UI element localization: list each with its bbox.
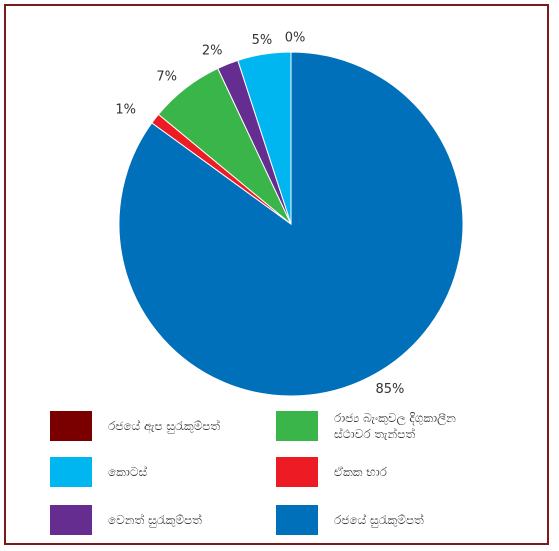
pie-slice-label: 7%	[156, 70, 177, 85]
pie-labels: 85% 1% 7% 2% 5% 0%	[115, 31, 404, 398]
pie-slice-label: 0%	[285, 31, 306, 46]
pie-slices	[118, 51, 464, 397]
pie-slice	[237, 51, 292, 225]
pie-slice-label: 85%	[375, 382, 404, 397]
pie-slice-label: 5%	[252, 33, 273, 48]
pie-slice-label: 1%	[115, 102, 136, 117]
pie-slice-label: 2%	[202, 44, 223, 59]
